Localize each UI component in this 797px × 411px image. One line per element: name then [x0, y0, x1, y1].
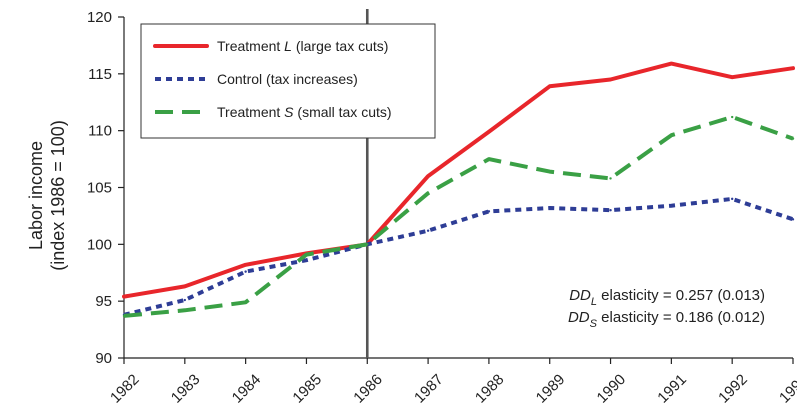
data-point [305, 259, 308, 262]
y-tick-label: 100 [87, 236, 112, 253]
data-point [791, 66, 795, 70]
x-tick-label: 1986 [350, 371, 386, 407]
annotation-subscript: S [590, 318, 598, 330]
annotation-suffix: elasticity = 0.186 (0.012) [597, 309, 765, 326]
legend-label-suffix: (tax increases) [262, 71, 358, 87]
data-point [791, 218, 795, 221]
legend-label-prefix: Treatment [217, 38, 284, 54]
legend-label-prefix: Treatment [217, 104, 284, 120]
annotation-subscript: L [591, 296, 597, 308]
y-axis-title: Labor income (index 1986 = 100) [26, 120, 68, 271]
data-point [548, 206, 551, 210]
x-tick-label: 1992 [715, 371, 751, 407]
y-axis-title-line: (index 1986 = 100) [48, 120, 68, 271]
data-point [122, 314, 126, 318]
data-point [548, 85, 551, 88]
legend-label-italic: L [284, 38, 292, 54]
data-point [730, 115, 734, 119]
y-tick-label: 115 [88, 66, 112, 83]
legend-label-prefix: Control [217, 71, 262, 87]
x-tick-label: 1983 [168, 371, 204, 407]
x-tick-label: 1990 [594, 371, 630, 407]
annotation-suffix: elasticity = 0.257 (0.013) [597, 287, 765, 304]
data-point [548, 170, 551, 173]
elasticity-annotation: DDL elasticity = 0.257 (0.013) [569, 287, 765, 308]
data-point [366, 243, 369, 246]
x-tick-label: 1993 [776, 371, 797, 407]
data-point [609, 209, 612, 212]
data-point [670, 204, 673, 207]
data-point [609, 177, 612, 180]
data-point [487, 210, 491, 213]
x-tick-label: 1982 [107, 371, 143, 407]
data-point [426, 229, 430, 232]
legend-label: Treatment L (large tax cuts) [217, 38, 388, 54]
y-tick-label: 110 [88, 123, 112, 140]
series-line-1 [123, 196, 794, 317]
annotation-prefix: DD [568, 309, 590, 326]
legend: Treatment L (large tax cuts) Control (tax… [140, 23, 436, 139]
x-tick-label: 1988 [472, 371, 508, 407]
data-point [183, 298, 187, 302]
annotations: DDL elasticity = 0.257 (0.013)DDS elasti… [568, 287, 765, 330]
data-point [609, 78, 612, 81]
data-point [670, 134, 673, 137]
y-axis-title-text: Labor income (index 1986 = 100) [26, 120, 68, 271]
data-point [730, 197, 734, 201]
data-point [244, 301, 247, 304]
data-point [244, 270, 247, 273]
x-tick-label: 1989 [533, 371, 569, 407]
data-point [487, 130, 491, 134]
series-line-2 [123, 115, 794, 318]
data-point [122, 295, 126, 298]
x-tick-label: 1984 [229, 371, 265, 407]
legend-label-suffix: (large tax cuts) [292, 38, 388, 54]
data-point [670, 62, 673, 65]
data-point [426, 191, 430, 195]
y-tick-label: 105 [87, 180, 112, 197]
data-point [183, 285, 187, 288]
elasticity-annotation: DDS elasticity = 0.186 (0.012) [568, 309, 765, 330]
annotation-prefix: DD [569, 287, 591, 304]
data-point [487, 157, 491, 161]
legend-label: Control (tax increases) [217, 71, 358, 87]
x-tick-label: 1985 [289, 371, 325, 407]
legend-label-italic: S [284, 104, 294, 120]
series-line-0 [122, 61, 795, 299]
y-tick-label: 95 [95, 293, 112, 310]
data-point [426, 174, 430, 178]
data-point [791, 137, 795, 140]
data-point [183, 309, 187, 312]
x-tick-label: 1987 [411, 371, 447, 407]
legend-label-suffix: (small tax cuts) [294, 104, 392, 120]
x-tick-label: 1991 [654, 371, 690, 407]
y-axis-title-line: Labor income [26, 141, 46, 250]
data-point [730, 76, 734, 79]
y-tick-label: 90 [95, 350, 112, 367]
data-point [305, 253, 308, 256]
data-point [244, 263, 247, 266]
y-tick-label: 120 [87, 9, 112, 26]
series-lines [122, 61, 795, 318]
legend-label: Treatment S (small tax cuts) [217, 104, 392, 120]
